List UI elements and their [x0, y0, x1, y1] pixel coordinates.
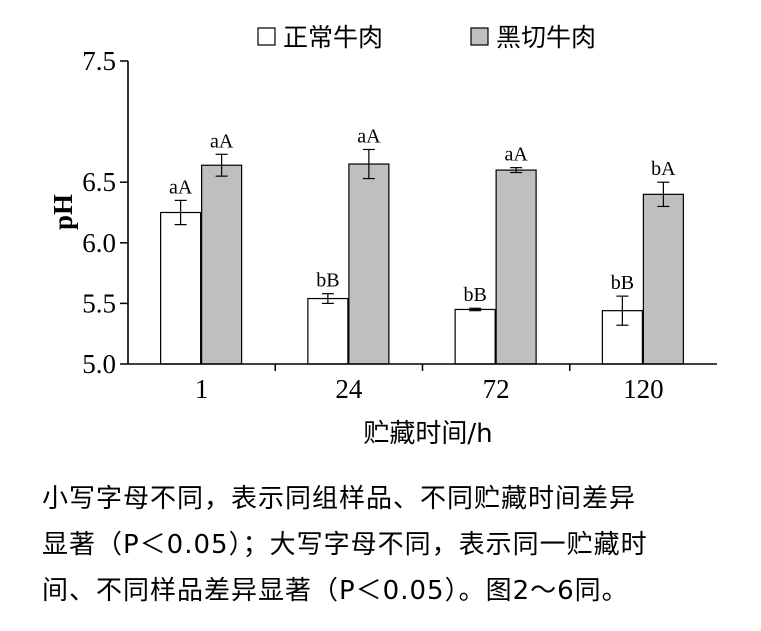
bar-normal-72 — [454, 308, 496, 365]
legend-swatch-normal-beef — [257, 27, 276, 46]
significance-label: aA — [504, 144, 528, 166]
significance-label: bA — [651, 158, 676, 180]
x-tick-label: 24 — [335, 374, 363, 404]
significance-label: bB — [463, 284, 486, 306]
significance-label: bB — [611, 272, 634, 294]
caption-line-1: 小写字母不同，表示同组样品、不同贮藏时间差异 — [42, 484, 637, 514]
bar-dark-cutting-24 — [348, 163, 390, 365]
y-tick-label: 6.0 — [82, 228, 116, 258]
x-tick-label: 72 — [483, 374, 510, 404]
significance-label: aA — [210, 130, 234, 152]
bar-normal-1 — [160, 211, 202, 365]
significance-label: aA — [357, 125, 381, 147]
bar-dark-cutting-72 — [495, 169, 537, 365]
bar-dark-cutting-120 — [642, 193, 684, 365]
y-tick-label: 6.5 — [82, 167, 116, 197]
legend: 正常牛肉 黑切牛肉 — [257, 23, 596, 52]
caption-line-3: 间、不同样品差异显著（P＜0.05）。图2～6同。 — [42, 576, 629, 606]
significance-label: aA — [169, 176, 193, 198]
plot-area: aA aA 1 bB aA 24 bB aA 72 bB bA 120 5.0 5.5 6.0 6.5 7.5 — [82, 46, 717, 404]
legend-swatch-dark-cutting-beef — [470, 27, 489, 46]
y-tick-label: 5.5 — [82, 288, 116, 318]
bar-chart: 正常牛肉 黑切牛肉 aA aA 1 bB aA 24 bB aA 72 bB bA 120 5.0 5.5… — [48, 23, 717, 449]
y-tick-label: 7.5 — [82, 46, 116, 76]
y-tick-label: 5.0 — [82, 349, 116, 379]
x-axis-label: 贮藏时间/h — [363, 419, 492, 449]
bar-dark-cutting-1 — [201, 164, 243, 365]
caption-line-2: 显著（P＜0.05）；大写字母不同，表示同一贮藏时 — [42, 530, 648, 560]
legend-label-dark-cutting-beef: 黑切牛肉 — [496, 23, 596, 52]
x-tick-label: 120 — [623, 374, 664, 404]
y-axis-label: pH — [48, 194, 78, 230]
significance-label: bB — [316, 270, 339, 292]
legend-label-normal-beef: 正常牛肉 — [283, 23, 383, 52]
bar-normal-24 — [307, 297, 349, 365]
figure-caption: 小写字母不同，表示同组样品、不同贮藏时间差异 显著（P＜0.05）；大写字母不同… — [42, 476, 747, 614]
x-tick-label: 1 — [195, 374, 209, 404]
